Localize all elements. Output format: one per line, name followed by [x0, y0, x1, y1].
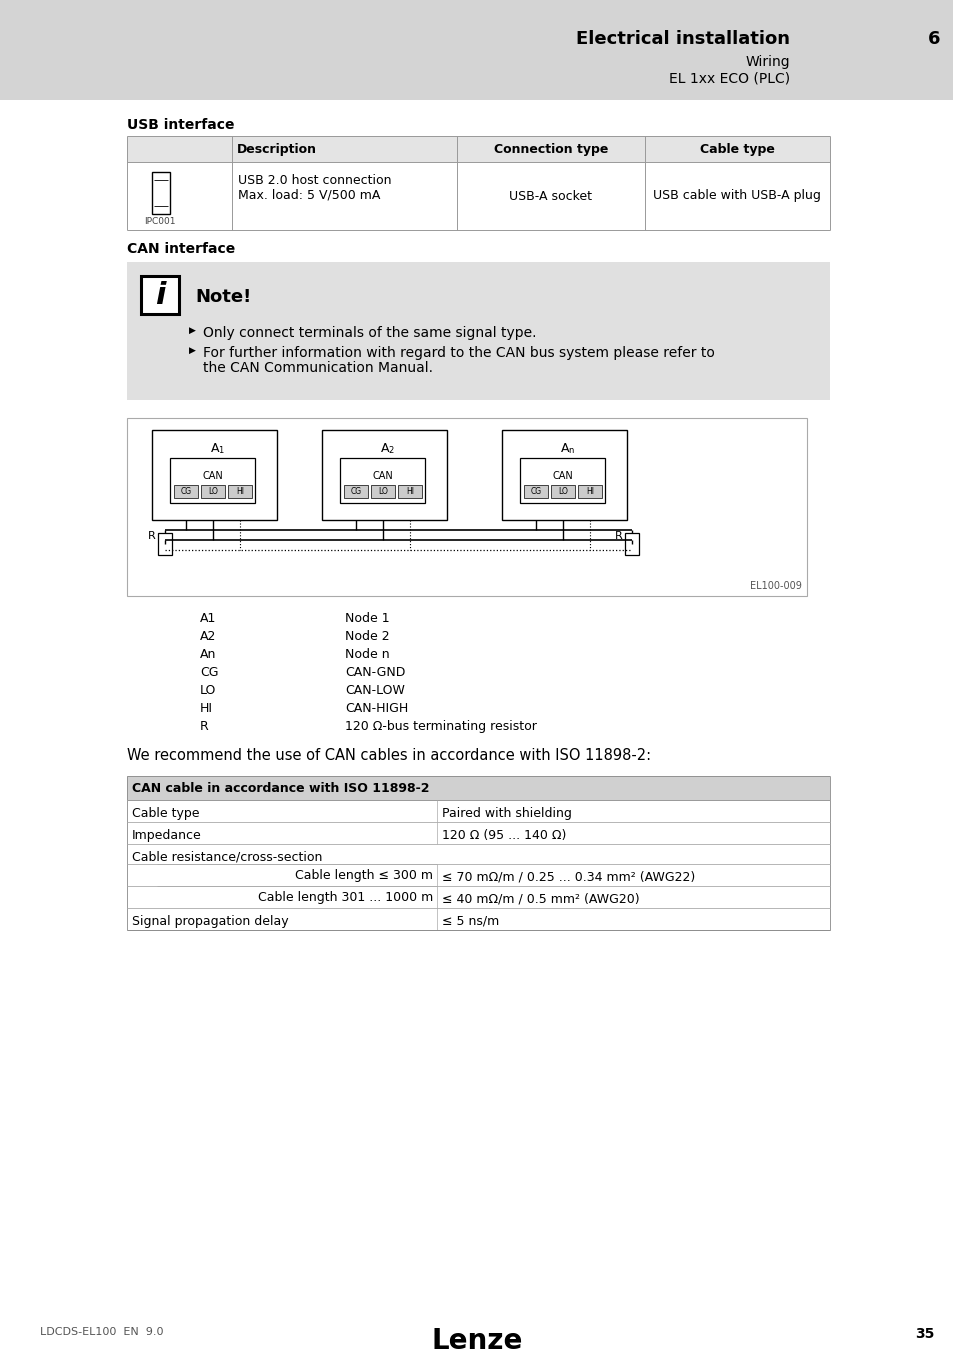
Text: CAN: CAN: [372, 471, 393, 481]
Bar: [173, 485, 198, 498]
Text: CAN interface: CAN interface: [127, 242, 235, 256]
Text: Paired with shielding: Paired with shielding: [441, 807, 571, 819]
Bar: [551, 485, 575, 498]
Text: Wiring: Wiring: [744, 55, 789, 69]
Text: LO: LO: [200, 684, 216, 697]
Text: R: R: [615, 531, 622, 541]
Text: HI: HI: [200, 702, 213, 716]
Text: A: A: [211, 441, 219, 455]
Text: USB-A socket: USB-A socket: [509, 189, 592, 202]
Text: 35: 35: [914, 1327, 933, 1341]
Text: LO: LO: [558, 487, 567, 495]
Text: Max. load: 5 V/500 mA: Max. load: 5 V/500 mA: [237, 188, 380, 201]
Text: CAN-HIGH: CAN-HIGH: [345, 702, 408, 716]
Text: A2: A2: [200, 630, 216, 643]
Text: For further information with regard to the CAN bus system please refer to: For further information with regard to t…: [203, 346, 714, 360]
Text: CG: CG: [180, 487, 192, 495]
Text: IPC001: IPC001: [144, 217, 175, 225]
Text: A: A: [380, 441, 389, 455]
Text: ≤ 5 ns/m: ≤ 5 ns/m: [441, 915, 498, 927]
Text: An: An: [200, 648, 216, 662]
Text: 120 Ω-bus terminating resistor: 120 Ω-bus terminating resistor: [345, 720, 537, 733]
Bar: [152, 431, 276, 520]
Bar: [152, 171, 170, 215]
Bar: [127, 418, 806, 595]
Text: CG: CG: [200, 666, 218, 679]
Text: Signal propagation delay: Signal propagation delay: [132, 915, 289, 927]
Text: Cable type: Cable type: [132, 807, 199, 819]
Text: CG: CG: [530, 487, 541, 495]
Text: USB 2.0 host connection: USB 2.0 host connection: [237, 174, 391, 188]
Text: 120 Ω (95 ... 140 Ω): 120 Ω (95 ... 140 Ω): [441, 829, 566, 842]
Text: Node 2: Node 2: [345, 630, 389, 643]
Text: LO: LO: [208, 487, 217, 495]
Bar: [523, 485, 547, 498]
Bar: [624, 533, 639, 555]
Bar: [578, 485, 601, 498]
Text: CG: CG: [350, 487, 361, 495]
Bar: [201, 485, 225, 498]
Text: LDCDS-EL100  EN  9.0: LDCDS-EL100 EN 9.0: [40, 1327, 163, 1336]
Bar: [127, 776, 829, 801]
Text: Impedance: Impedance: [132, 829, 201, 842]
Text: 6: 6: [926, 30, 939, 49]
Text: LO: LO: [377, 487, 388, 495]
Text: HI: HI: [585, 487, 594, 495]
Bar: [519, 458, 604, 504]
Text: Description: Description: [236, 143, 316, 157]
Bar: [158, 533, 172, 555]
Text: n: n: [568, 446, 574, 455]
Text: Only connect terminals of the same signal type.: Only connect terminals of the same signa…: [203, 325, 536, 340]
Text: i: i: [154, 282, 165, 310]
Text: the CAN Communication Manual.: the CAN Communication Manual.: [203, 360, 433, 375]
Text: Lenze: Lenze: [431, 1327, 522, 1350]
Text: CAN-GND: CAN-GND: [345, 666, 405, 679]
Bar: [127, 136, 829, 162]
Text: USB cable with USB-A plug: USB cable with USB-A plug: [653, 189, 821, 202]
Text: R: R: [200, 720, 209, 733]
Text: A1: A1: [200, 612, 216, 625]
Bar: [344, 485, 368, 498]
Text: EL 1xx ECO (PLC): EL 1xx ECO (PLC): [668, 72, 789, 86]
Bar: [339, 458, 424, 504]
Text: Node n: Node n: [345, 648, 389, 662]
Bar: [0, 0, 953, 100]
Bar: [141, 275, 179, 315]
Text: USB interface: USB interface: [127, 117, 234, 132]
Text: Cable length 301 ... 1000 m: Cable length 301 ... 1000 m: [257, 891, 433, 903]
Text: HI: HI: [235, 487, 244, 495]
Text: Connection type: Connection type: [494, 143, 608, 155]
Text: Node 1: Node 1: [345, 612, 389, 625]
Text: ≤ 40 mΩ/m / 0.5 mm² (AWG20): ≤ 40 mΩ/m / 0.5 mm² (AWG20): [441, 892, 639, 906]
Text: CAN-LOW: CAN-LOW: [345, 684, 404, 697]
Text: Electrical installation: Electrical installation: [576, 30, 789, 49]
Bar: [397, 485, 421, 498]
Text: Cable length ≤ 300 m: Cable length ≤ 300 m: [294, 868, 433, 882]
Text: ≤ 70 mΩ/m / 0.25 ... 0.34 mm² (AWG22): ≤ 70 mΩ/m / 0.25 ... 0.34 mm² (AWG22): [441, 871, 695, 884]
Bar: [228, 485, 252, 498]
Text: Cable type: Cable type: [699, 143, 774, 155]
Text: EL100-009: EL100-009: [749, 580, 801, 591]
Text: Cable resistance/cross-section: Cable resistance/cross-section: [132, 850, 322, 863]
Bar: [170, 458, 254, 504]
Text: CAN: CAN: [552, 471, 572, 481]
Bar: [501, 431, 626, 520]
Text: HI: HI: [406, 487, 414, 495]
Text: ▶: ▶: [189, 346, 195, 355]
Text: R: R: [148, 531, 155, 541]
Text: CAN: CAN: [202, 471, 223, 481]
Text: ▶: ▶: [189, 325, 195, 335]
Bar: [127, 262, 829, 400]
Text: 1: 1: [218, 446, 224, 455]
Text: We recommend the use of CAN cables in accordance with ISO 11898-2:: We recommend the use of CAN cables in ac…: [127, 748, 651, 763]
Text: A: A: [560, 441, 568, 455]
Text: 2: 2: [388, 446, 394, 455]
Bar: [371, 485, 395, 498]
Text: Note!: Note!: [194, 288, 251, 306]
Bar: [322, 431, 447, 520]
Text: CAN cable in accordance with ISO 11898-2: CAN cable in accordance with ISO 11898-2: [132, 782, 429, 795]
